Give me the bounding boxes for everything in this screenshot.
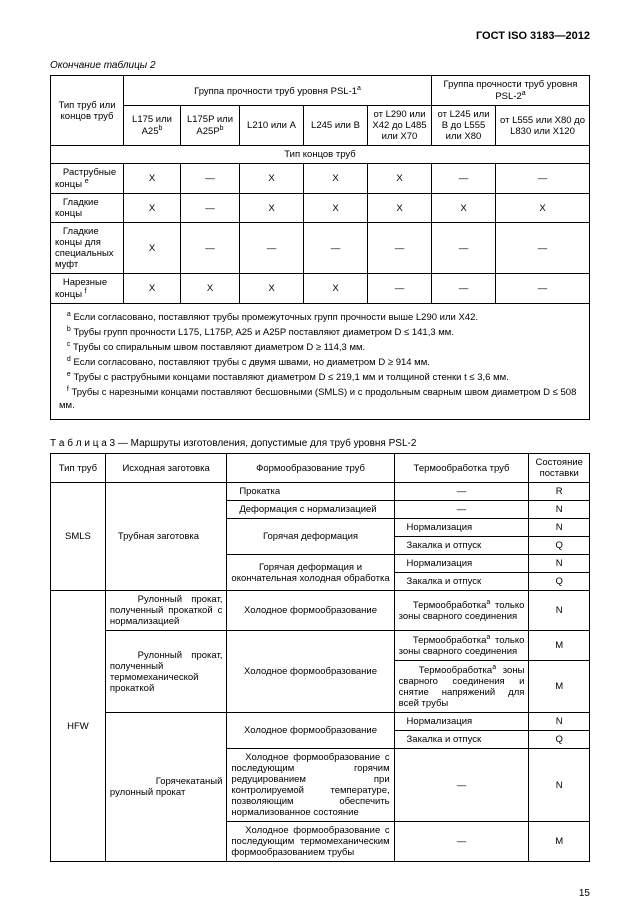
- t2-cell: —: [432, 223, 496, 274]
- t2-notes: a Если согласовано, поставляют трубы про…: [51, 304, 590, 420]
- t2-cell: —: [368, 274, 432, 304]
- t2-cell: X: [181, 274, 240, 304]
- t3-form: Деформация с нормализацией: [227, 501, 394, 519]
- t3-heat: Закалка и отпуск: [394, 537, 529, 555]
- t3-state: Q: [529, 573, 590, 591]
- t2-cell: X: [304, 194, 368, 223]
- t3-h3: Формообразование труб: [227, 454, 394, 483]
- t3-heat: —: [394, 822, 529, 862]
- t3-heat: —: [394, 749, 529, 822]
- t2-cell: —: [496, 164, 590, 194]
- t2-col7: от L555 или X80 до L830 или X120: [496, 106, 590, 146]
- t3-state: Q: [529, 731, 590, 749]
- t3-stock: Горячекатаный рулонный прокат: [105, 713, 227, 862]
- t3-state: N: [529, 501, 590, 519]
- table3-caption: Т а б л и ц а 3 — Маршруты изготовления,…: [50, 438, 590, 449]
- t3-form: Холодное формообразование: [227, 591, 394, 631]
- t3-h1: Тип труб: [51, 454, 106, 483]
- t3-heat: Термообработкаa только зоны сварного сое…: [394, 631, 529, 661]
- t2-col3: L210 или A: [240, 106, 304, 146]
- t2-cell: —: [181, 223, 240, 274]
- table2-caption: Окончание таблицы 2: [50, 60, 590, 71]
- t2-cell: X: [304, 274, 368, 304]
- t2-cell: X: [124, 164, 181, 194]
- t2-cell: X: [368, 194, 432, 223]
- t3-form: Холодное формообразование с последующим …: [227, 749, 394, 822]
- t2-cell: —: [432, 164, 496, 194]
- t3-form: Горячая деформация: [227, 519, 394, 555]
- t2-cell: X: [240, 274, 304, 304]
- t2-group-psl1: Группа прочности труб уровня PSL-1a: [124, 76, 432, 106]
- t3-form: Холодное формообразование: [227, 713, 394, 749]
- t3-state: N: [529, 713, 590, 731]
- t3-state: M: [529, 631, 590, 661]
- t3-state: M: [529, 661, 590, 713]
- t2-row-label: Раструбные концы e: [51, 164, 124, 194]
- t3-state: N: [529, 749, 590, 822]
- t2-row-header: Тип труб или концов труб: [51, 76, 124, 146]
- t3-state: Q: [529, 537, 590, 555]
- t3-form: Прокатка: [227, 483, 394, 501]
- t3-heat: Термообработкаa только зоны сварного сое…: [394, 591, 529, 631]
- doc-header: ГОСТ ISO 3183—2012: [50, 30, 590, 42]
- t2-cell: X: [124, 274, 181, 304]
- t3-heat: Закалка и отпуск: [394, 731, 529, 749]
- t3-stock: Трубная заготовка: [105, 483, 227, 591]
- t3-heat: Нормализация: [394, 713, 529, 731]
- t3-stock: Рулонный прокат, полученный термомеханич…: [105, 631, 227, 713]
- t3-stock: Рулонный прокат, полученный прокаткой с …: [105, 591, 227, 631]
- t3-type: SMLS: [51, 483, 106, 591]
- t2-cell: X: [240, 164, 304, 194]
- t2-cell: —: [432, 274, 496, 304]
- t3-heat: Закалка и отпуск: [394, 573, 529, 591]
- t2-cell: X: [432, 194, 496, 223]
- t3-h5: Состояние поставки: [529, 454, 590, 483]
- t2-cell: X: [368, 164, 432, 194]
- t2-cell: —: [181, 194, 240, 223]
- t3-h2: Исходная заготовка: [105, 454, 227, 483]
- t3-heat: Нормализация: [394, 555, 529, 573]
- t2-cell: —: [181, 164, 240, 194]
- t2-col5: от L290 или X42 до L485 или X70: [368, 106, 432, 146]
- t2-cell: X: [124, 223, 181, 274]
- t2-col2: L175P или A25Pb: [181, 106, 240, 146]
- t2-col1: L175 или A25b: [124, 106, 181, 146]
- t3-form: Горячая деформация и окончательная холод…: [227, 555, 394, 591]
- t3-heat: Нормализация: [394, 519, 529, 537]
- t2-cell: X: [496, 194, 590, 223]
- t2-cell: —: [496, 274, 590, 304]
- t3-heat: Термообработкаa зоны сварного соединения…: [394, 661, 529, 713]
- t2-cell: —: [240, 223, 304, 274]
- t2-row-label: Нарезные концы f: [51, 274, 124, 304]
- t2-group-psl2: Группа прочности труб уровня PSL-2a: [432, 76, 590, 106]
- table3: Тип труб Исходная заготовка Формообразов…: [50, 453, 590, 862]
- t3-form: Холодное формообразование с последующим …: [227, 822, 394, 862]
- t3-state: R: [529, 483, 590, 501]
- page-number: 15: [579, 888, 590, 899]
- t3-state: M: [529, 822, 590, 862]
- t2-col6: от L245 или B до L555 или X80: [432, 106, 496, 146]
- t2-cell: —: [368, 223, 432, 274]
- t2-cell: —: [304, 223, 368, 274]
- t3-state: N: [529, 519, 590, 537]
- t2-cell: X: [124, 194, 181, 223]
- t2-cell: X: [240, 194, 304, 223]
- t3-heat: —: [394, 501, 529, 519]
- t3-type: HFW: [51, 591, 106, 862]
- t2-row-label: Гладкие концы: [51, 194, 124, 223]
- t2-cell: X: [304, 164, 368, 194]
- t3-state: N: [529, 555, 590, 573]
- t3-heat: —: [394, 483, 529, 501]
- t2-col4: L245 или B: [304, 106, 368, 146]
- t2-cell: —: [496, 223, 590, 274]
- table2: Тип труб или концов труб Группа прочност…: [50, 75, 590, 420]
- t3-state: N: [529, 591, 590, 631]
- t3-h4: Термообработка труб: [394, 454, 529, 483]
- t2-row-label: Гладкие концы для специальных муфт: [51, 223, 124, 274]
- t3-form: Холодное формообразование: [227, 631, 394, 713]
- t2-ends-header: Тип концов труб: [51, 146, 590, 164]
